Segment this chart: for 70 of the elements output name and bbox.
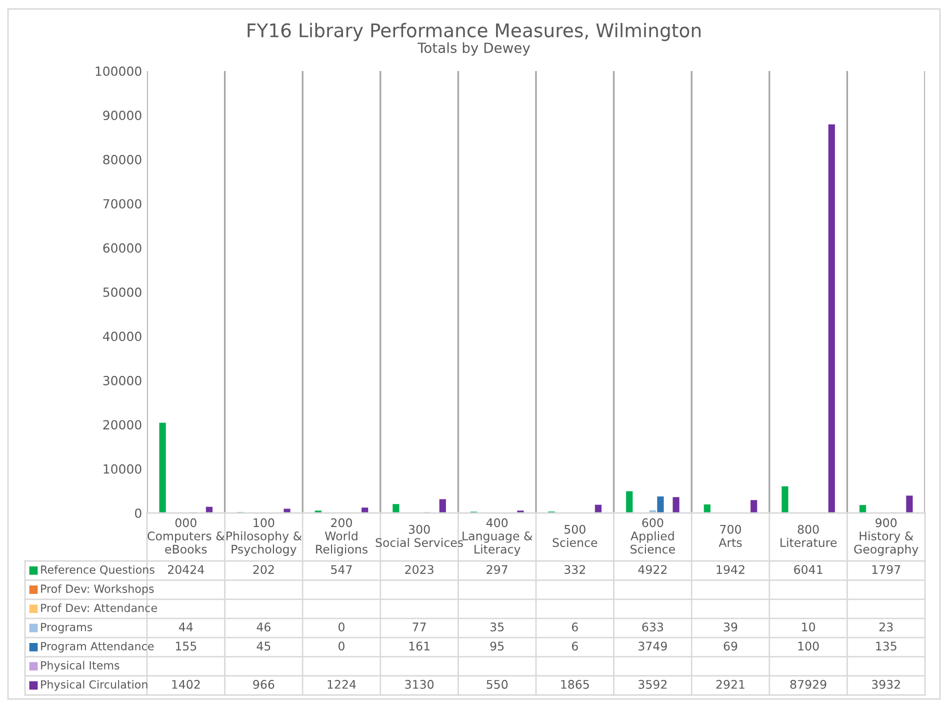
y-tick-label: 30000: [103, 376, 142, 386]
data-label: 633: [642, 622, 664, 632]
y-tick-label: 100000: [96, 66, 142, 76]
data-label: 95: [490, 642, 504, 651]
legend-label: Program Attendance: [41, 642, 154, 653]
data-label: 3932: [872, 680, 900, 689]
data-label: 135: [876, 642, 896, 651]
data-label: 6: [572, 622, 578, 632]
data-label: 1224: [328, 680, 356, 689]
data-label: 2023: [405, 565, 434, 574]
data-label: 2921: [716, 680, 744, 689]
data-label: 1865: [561, 680, 589, 689]
data-label: 77: [412, 622, 426, 632]
data-label: 39: [724, 622, 738, 632]
data-label: 10: [802, 622, 816, 632]
data-label: 155: [176, 642, 196, 651]
y-tick-label: 0: [135, 508, 142, 518]
data-label: 44: [178, 622, 193, 632]
x-tick-label: 700 Arts: [718, 524, 742, 548]
data-label: 297: [486, 565, 508, 574]
x-tick-label: 400 Language & Literacy: [462, 518, 532, 556]
data-label: 202: [253, 565, 274, 574]
y-tick-label: 50000: [103, 287, 142, 297]
x-tick-label: 800 Literature: [780, 524, 837, 548]
data-label: 35: [490, 622, 504, 632]
data-label: 966: [253, 680, 274, 689]
data-label: 1797: [872, 565, 900, 574]
data-label: 161: [409, 642, 430, 651]
x-tick-label: 300 Social Services: [376, 524, 463, 548]
y-tick-label: 70000: [103, 199, 142, 209]
y-tick-label: 90000: [103, 110, 142, 120]
chart-title: FY16 Library Performance Measures, Wilmington: [248, 22, 701, 42]
data-label: 69: [724, 642, 738, 651]
legend-label: Reference Questions: [41, 565, 154, 576]
y-tick-label: 10000: [104, 464, 142, 474]
legend-label: Prof Dev: Workshops: [41, 584, 154, 596]
data-label: 332: [564, 565, 585, 574]
data-label: 4922: [638, 565, 667, 574]
x-tick-label: 000 Computers & eBooks: [148, 518, 224, 554]
data-label: 46: [256, 622, 270, 632]
data-label: 45: [256, 642, 270, 651]
data-label: 6041: [794, 565, 822, 574]
data-label: 547: [331, 565, 352, 574]
x-tick-label: 100 Philosophy & Psychology: [226, 518, 302, 556]
x-tick-label: 500 Science: [552, 524, 598, 548]
x-tick-label: 900 History & Geography: [854, 518, 918, 556]
chart-subtitle: Totals by Dewey: [418, 42, 530, 56]
legend-label: Programs: [41, 622, 92, 634]
y-tick-label: 80000: [103, 154, 142, 164]
data-label: 0: [338, 642, 344, 651]
data-label: 3592: [638, 680, 667, 689]
x-tick-label: 600 Applied Science: [630, 518, 675, 554]
legend-label: Physical Items: [41, 660, 120, 672]
data-label: 1942: [716, 565, 744, 574]
data-label: 3130: [405, 680, 434, 689]
data-label: 550: [486, 680, 508, 689]
y-tick-label: 60000: [103, 243, 142, 253]
data-label: 87929: [790, 680, 826, 689]
y-tick-label: 40000: [102, 332, 142, 342]
data-label: 6: [572, 642, 578, 651]
legend-label: Prof Dev: Attendance: [41, 603, 157, 612]
data-label: 23: [879, 622, 893, 632]
data-label: 100: [798, 642, 819, 651]
y-tick-label: 20000: [103, 420, 142, 430]
data-label: 20424: [168, 565, 204, 574]
legend-label: Physical Circulation: [41, 680, 148, 691]
data-label: 1402: [172, 680, 200, 689]
x-tick-label: 200 World Religions: [316, 518, 368, 556]
data-label: 0: [338, 622, 344, 632]
data-label: 3749: [638, 642, 667, 651]
